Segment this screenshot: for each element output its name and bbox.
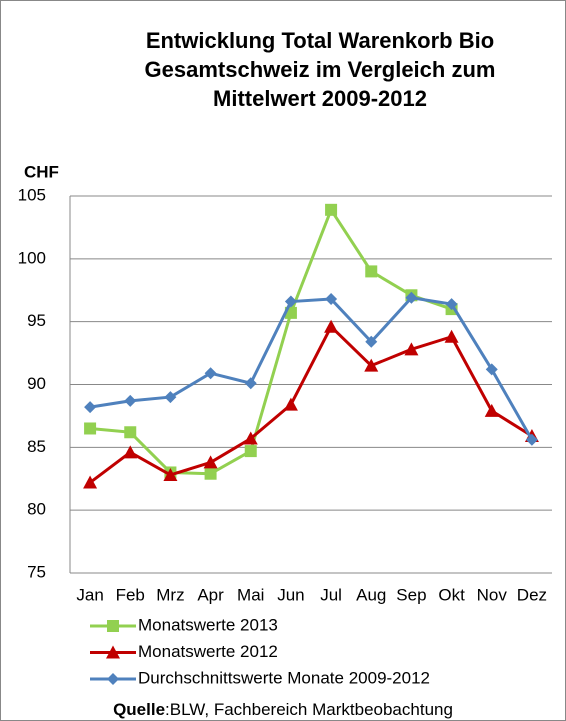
data-point bbox=[484, 403, 499, 417]
series-line bbox=[89, 325, 533, 484]
data-point bbox=[365, 335, 378, 348]
x-tick-label: Jul bbox=[320, 585, 342, 604]
data-point bbox=[123, 445, 138, 459]
x-tick-label: Aug bbox=[356, 585, 386, 604]
legend-marker bbox=[106, 645, 120, 659]
data-point bbox=[244, 445, 257, 458]
y-tick-label: 90 bbox=[27, 374, 46, 393]
x-tick-label: Feb bbox=[116, 585, 145, 604]
legend-label: Durchschnittswerte Monate 2009-2012 bbox=[138, 668, 430, 687]
chart-title: Mittelwert 2009-2012 bbox=[213, 86, 427, 111]
data-point bbox=[444, 329, 459, 343]
data-point bbox=[204, 467, 217, 480]
source: Quelle:BLW, Fachbereich Marktbeobachtung bbox=[113, 700, 453, 719]
y-tick-label: 100 bbox=[18, 248, 46, 267]
data-point bbox=[163, 467, 178, 481]
x-tick-label: Jan bbox=[76, 585, 103, 604]
data-point bbox=[203, 455, 218, 469]
data-point bbox=[84, 401, 97, 414]
series-line bbox=[89, 208, 453, 476]
chart-title: Gesamtschweiz im Vergleich zum bbox=[145, 57, 496, 82]
legend-label: Monatswerte 2013 bbox=[138, 615, 278, 634]
data-point bbox=[164, 391, 177, 404]
data-point bbox=[325, 293, 338, 306]
legend-marker bbox=[107, 620, 119, 632]
x-tick-label: Sep bbox=[396, 585, 426, 604]
data-point bbox=[124, 394, 137, 407]
data-point bbox=[364, 358, 379, 372]
data-point bbox=[204, 367, 217, 380]
data-point bbox=[325, 203, 338, 216]
data-point bbox=[445, 298, 458, 311]
data-point bbox=[284, 295, 297, 308]
data-point bbox=[405, 291, 418, 304]
data-point bbox=[404, 342, 419, 356]
data-point bbox=[124, 426, 137, 439]
y-tick-label: 105 bbox=[18, 185, 46, 204]
data-point bbox=[84, 422, 97, 435]
data-point bbox=[365, 265, 378, 278]
x-tick-label: Apr bbox=[197, 585, 224, 604]
source-label: Quelle bbox=[113, 700, 165, 719]
x-tick-label: Nov bbox=[477, 585, 508, 604]
chart-title: Entwicklung Total Warenkorb Bio bbox=[146, 28, 494, 53]
legend-marker bbox=[107, 673, 119, 685]
data-point bbox=[244, 377, 257, 390]
data-point bbox=[485, 363, 498, 376]
data-point bbox=[83, 475, 98, 489]
y-tick-label: 85 bbox=[27, 437, 46, 456]
y-axis-label: CHF bbox=[24, 162, 59, 181]
y-tick-label: 80 bbox=[27, 500, 46, 519]
data-point bbox=[243, 431, 258, 445]
x-tick-label: Jun bbox=[277, 585, 304, 604]
data-point bbox=[283, 397, 298, 411]
x-tick-label: Mai bbox=[237, 585, 264, 604]
y-tick-label: 95 bbox=[27, 311, 46, 330]
y-tick-label: 75 bbox=[27, 562, 46, 581]
x-tick-label: Okt bbox=[438, 585, 465, 604]
x-tick-label: Mrz bbox=[156, 585, 184, 604]
source-text: :BLW, Fachbereich Marktbeobachtung bbox=[165, 700, 453, 719]
data-point bbox=[324, 319, 339, 333]
series-line bbox=[89, 296, 534, 441]
x-tick-label: Dez bbox=[517, 585, 547, 604]
data-point bbox=[525, 433, 538, 446]
legend-label: Monatswerte 2012 bbox=[138, 642, 278, 661]
